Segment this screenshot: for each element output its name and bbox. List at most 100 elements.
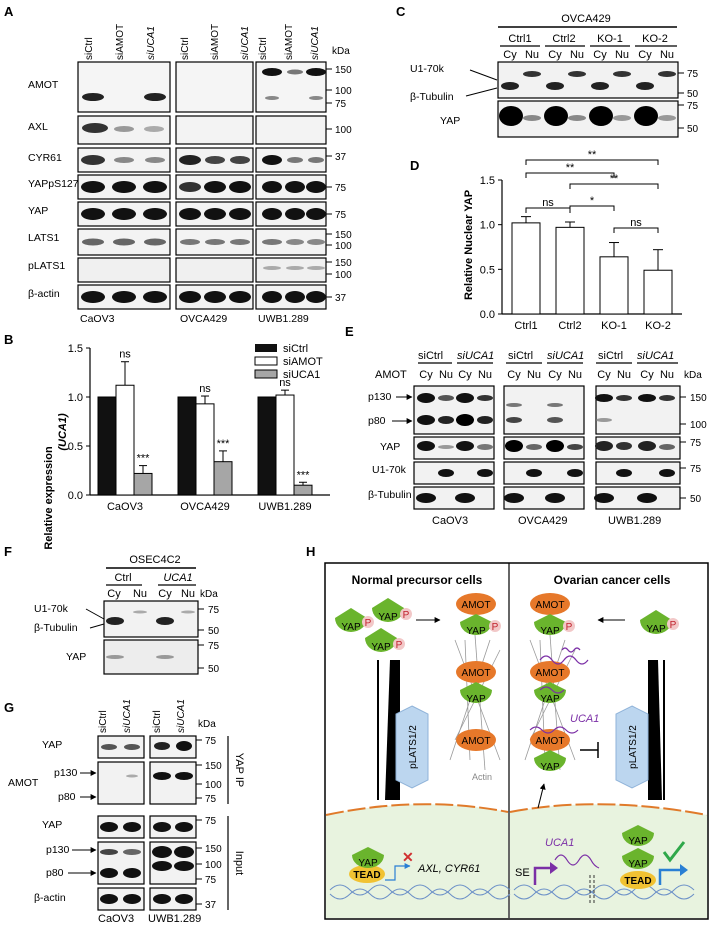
f-marker-3: 75 — [208, 641, 220, 652]
a-marker-10: 150 — [335, 258, 352, 269]
a-marker-7: 75 — [335, 210, 347, 221]
a-lane-2-3: siUCA1 — [240, 26, 251, 60]
d-bar — [643, 269, 673, 315]
h-p-6: P — [670, 620, 677, 631]
a-marker-5: 37 — [335, 152, 347, 163]
a-lane-3-1: siCtrl — [258, 37, 269, 60]
d-sig-label: ns — [630, 217, 642, 229]
c-marker-1: 75 — [687, 69, 699, 80]
c-nu-2: Nu — [570, 49, 584, 61]
b-ytick-label: 1.5 — [68, 343, 83, 355]
e-groups: siCtrl siUCA1 siCtrl siUCA1 siCtrl siUCA… — [418, 350, 674, 362]
a-cell-ovca429: OVCA429 — [180, 313, 227, 325]
h-check-mark — [662, 841, 686, 863]
panel-e-letter: E — [345, 324, 354, 339]
a-row-amot: AMOT — [28, 79, 59, 91]
f-row-yap: YAP — [66, 651, 86, 663]
panel-f: F OSEC4C2 Ctrl UCA1 Cy Nu Cy Nu kDa U1-7… — [4, 544, 220, 675]
d-sig-label: ** — [566, 162, 575, 174]
e-group-1: siCtrl — [418, 350, 443, 362]
a-lane-2-1: siCtrl — [180, 37, 191, 60]
e-nu-4: Nu — [568, 369, 582, 381]
a-row-axl: AXL — [28, 121, 48, 133]
h-left-title: Normal precursor cells — [352, 573, 483, 587]
b-sig-label: ns — [199, 383, 211, 395]
c-markers: 75 50 75 50 — [678, 69, 699, 135]
h-yap-11: YAP — [628, 836, 648, 847]
g-amot: AMOT — [8, 777, 39, 789]
b-ylabel: Relative expression — [43, 446, 55, 550]
c-cy-2: Cy — [548, 49, 562, 61]
d-sig-bracket — [613, 227, 659, 233]
e-cell-uwb: UWB1.289 — [608, 515, 661, 527]
a-blot-amot — [77, 61, 327, 113]
b-legend: siCtrl siAMOT siUCA1 — [254, 343, 323, 381]
b-legend-swatch-2 — [254, 356, 278, 366]
panel-h: H Normal precursor cells Ovarian cancer … — [306, 544, 709, 920]
e-markers: 150 100 75 75 50 — [680, 393, 707, 505]
g-side-input: Input — [233, 851, 245, 875]
panel-b: B Relative expression (UCA1) 0.0 0.5 1.0 1.… — [4, 332, 330, 550]
e-group-5: siCtrl — [598, 350, 623, 362]
d-bar — [511, 222, 541, 315]
panel-a-lane-labels: siCtrl siAMOT siUCA1 siCtrl siAMOT siUCA… — [84, 24, 321, 60]
c-group-2: Ctrl2 — [552, 33, 575, 45]
h-yap-1: YAP — [341, 622, 361, 633]
h-yap-4: YAP — [466, 626, 486, 637]
e-marker-1: 150 — [690, 393, 707, 404]
c-marker-2: 50 — [687, 89, 699, 100]
panel-c: C OVCA429 Ctrl1 Ctrl2 KO-1 KO-2 Cy Nu Cy… — [396, 4, 699, 138]
b-bar — [293, 484, 313, 496]
b-bar — [275, 394, 295, 496]
d-sig-bracket — [569, 183, 659, 189]
a-row-lats1: LATS1 — [28, 232, 59, 244]
e-amot: AMOT — [375, 369, 407, 381]
h-right-title: Ovarian cancer cells — [554, 573, 671, 587]
b-sig-label: *** — [137, 453, 151, 465]
e-cy-4: Cy — [548, 369, 562, 381]
a-marker-labels: 150 100 75 100 37 75 75 150 100 150 100 … — [335, 65, 352, 304]
f-cy-1: Cy — [107, 588, 121, 600]
b-bar — [257, 396, 277, 496]
e-row-p130: p130 — [368, 391, 392, 403]
h-right-plats-badge — [615, 705, 649, 789]
a-blot-axl — [77, 115, 327, 145]
a-blot-cyr61 — [77, 147, 327, 173]
d-sig-bracket — [525, 159, 659, 165]
a-lane-3-2: siAMOT — [284, 24, 295, 60]
e-group-3: siCtrl — [508, 350, 533, 362]
e-cy-5: Cy — [597, 369, 611, 381]
f-rows: U1-70k β-Tubulin YAP — [34, 603, 86, 663]
g-side-ip: YAP IP — [233, 753, 245, 787]
g-bands — [100, 741, 194, 904]
a-cell-uwb: UWB1.289 — [258, 313, 309, 325]
c-title: OVCA429 — [561, 13, 611, 25]
a-lane-2-2: siAMOT — [210, 24, 221, 60]
a-cell-lines: CaOV3 OVCA429 UWB1.289 — [80, 313, 309, 325]
e-cy-3: Cy — [507, 369, 521, 381]
e-group-2: siUCA1 — [457, 350, 494, 362]
h-uca1-rna — [529, 647, 600, 869]
f-cy-2: Cy — [158, 588, 172, 600]
h-left-nucleus: TEAD YAP ✕ AXL, CYR61 — [329, 847, 511, 900]
h-yap-6: YAP — [358, 858, 378, 869]
e-row-u1: U1-70k — [372, 464, 407, 476]
a-marker-1: 150 — [335, 65, 352, 76]
d-category-label: KO-2 — [645, 320, 671, 332]
b-bar — [195, 403, 215, 496]
h-amot-4: AMOT — [536, 600, 565, 611]
a-marker-9: 100 — [335, 241, 352, 252]
b-legend-2: siAMOT — [283, 356, 323, 368]
c-row-u1: U1-70k — [410, 63, 445, 75]
e-group-6: siUCA1 — [637, 350, 674, 362]
g-row-bactin: β-actin — [34, 892, 66, 904]
f-title: OSEC4C2 — [129, 554, 180, 566]
a-kda: kDa — [332, 46, 350, 57]
b-legend-swatch-3 — [254, 369, 278, 379]
c-cy-1: Cy — [503, 49, 517, 61]
f-cynu: Cy Nu Cy Nu — [107, 588, 195, 600]
g-row-p130-ip: p130 — [54, 767, 78, 779]
f-marker-2: 50 — [208, 626, 220, 637]
e-cynu: Cy Nu Cy Nu Cy Nu Cy Nu Cy Nu Cy Nu — [419, 369, 674, 381]
a-blot-yap — [77, 201, 327, 227]
